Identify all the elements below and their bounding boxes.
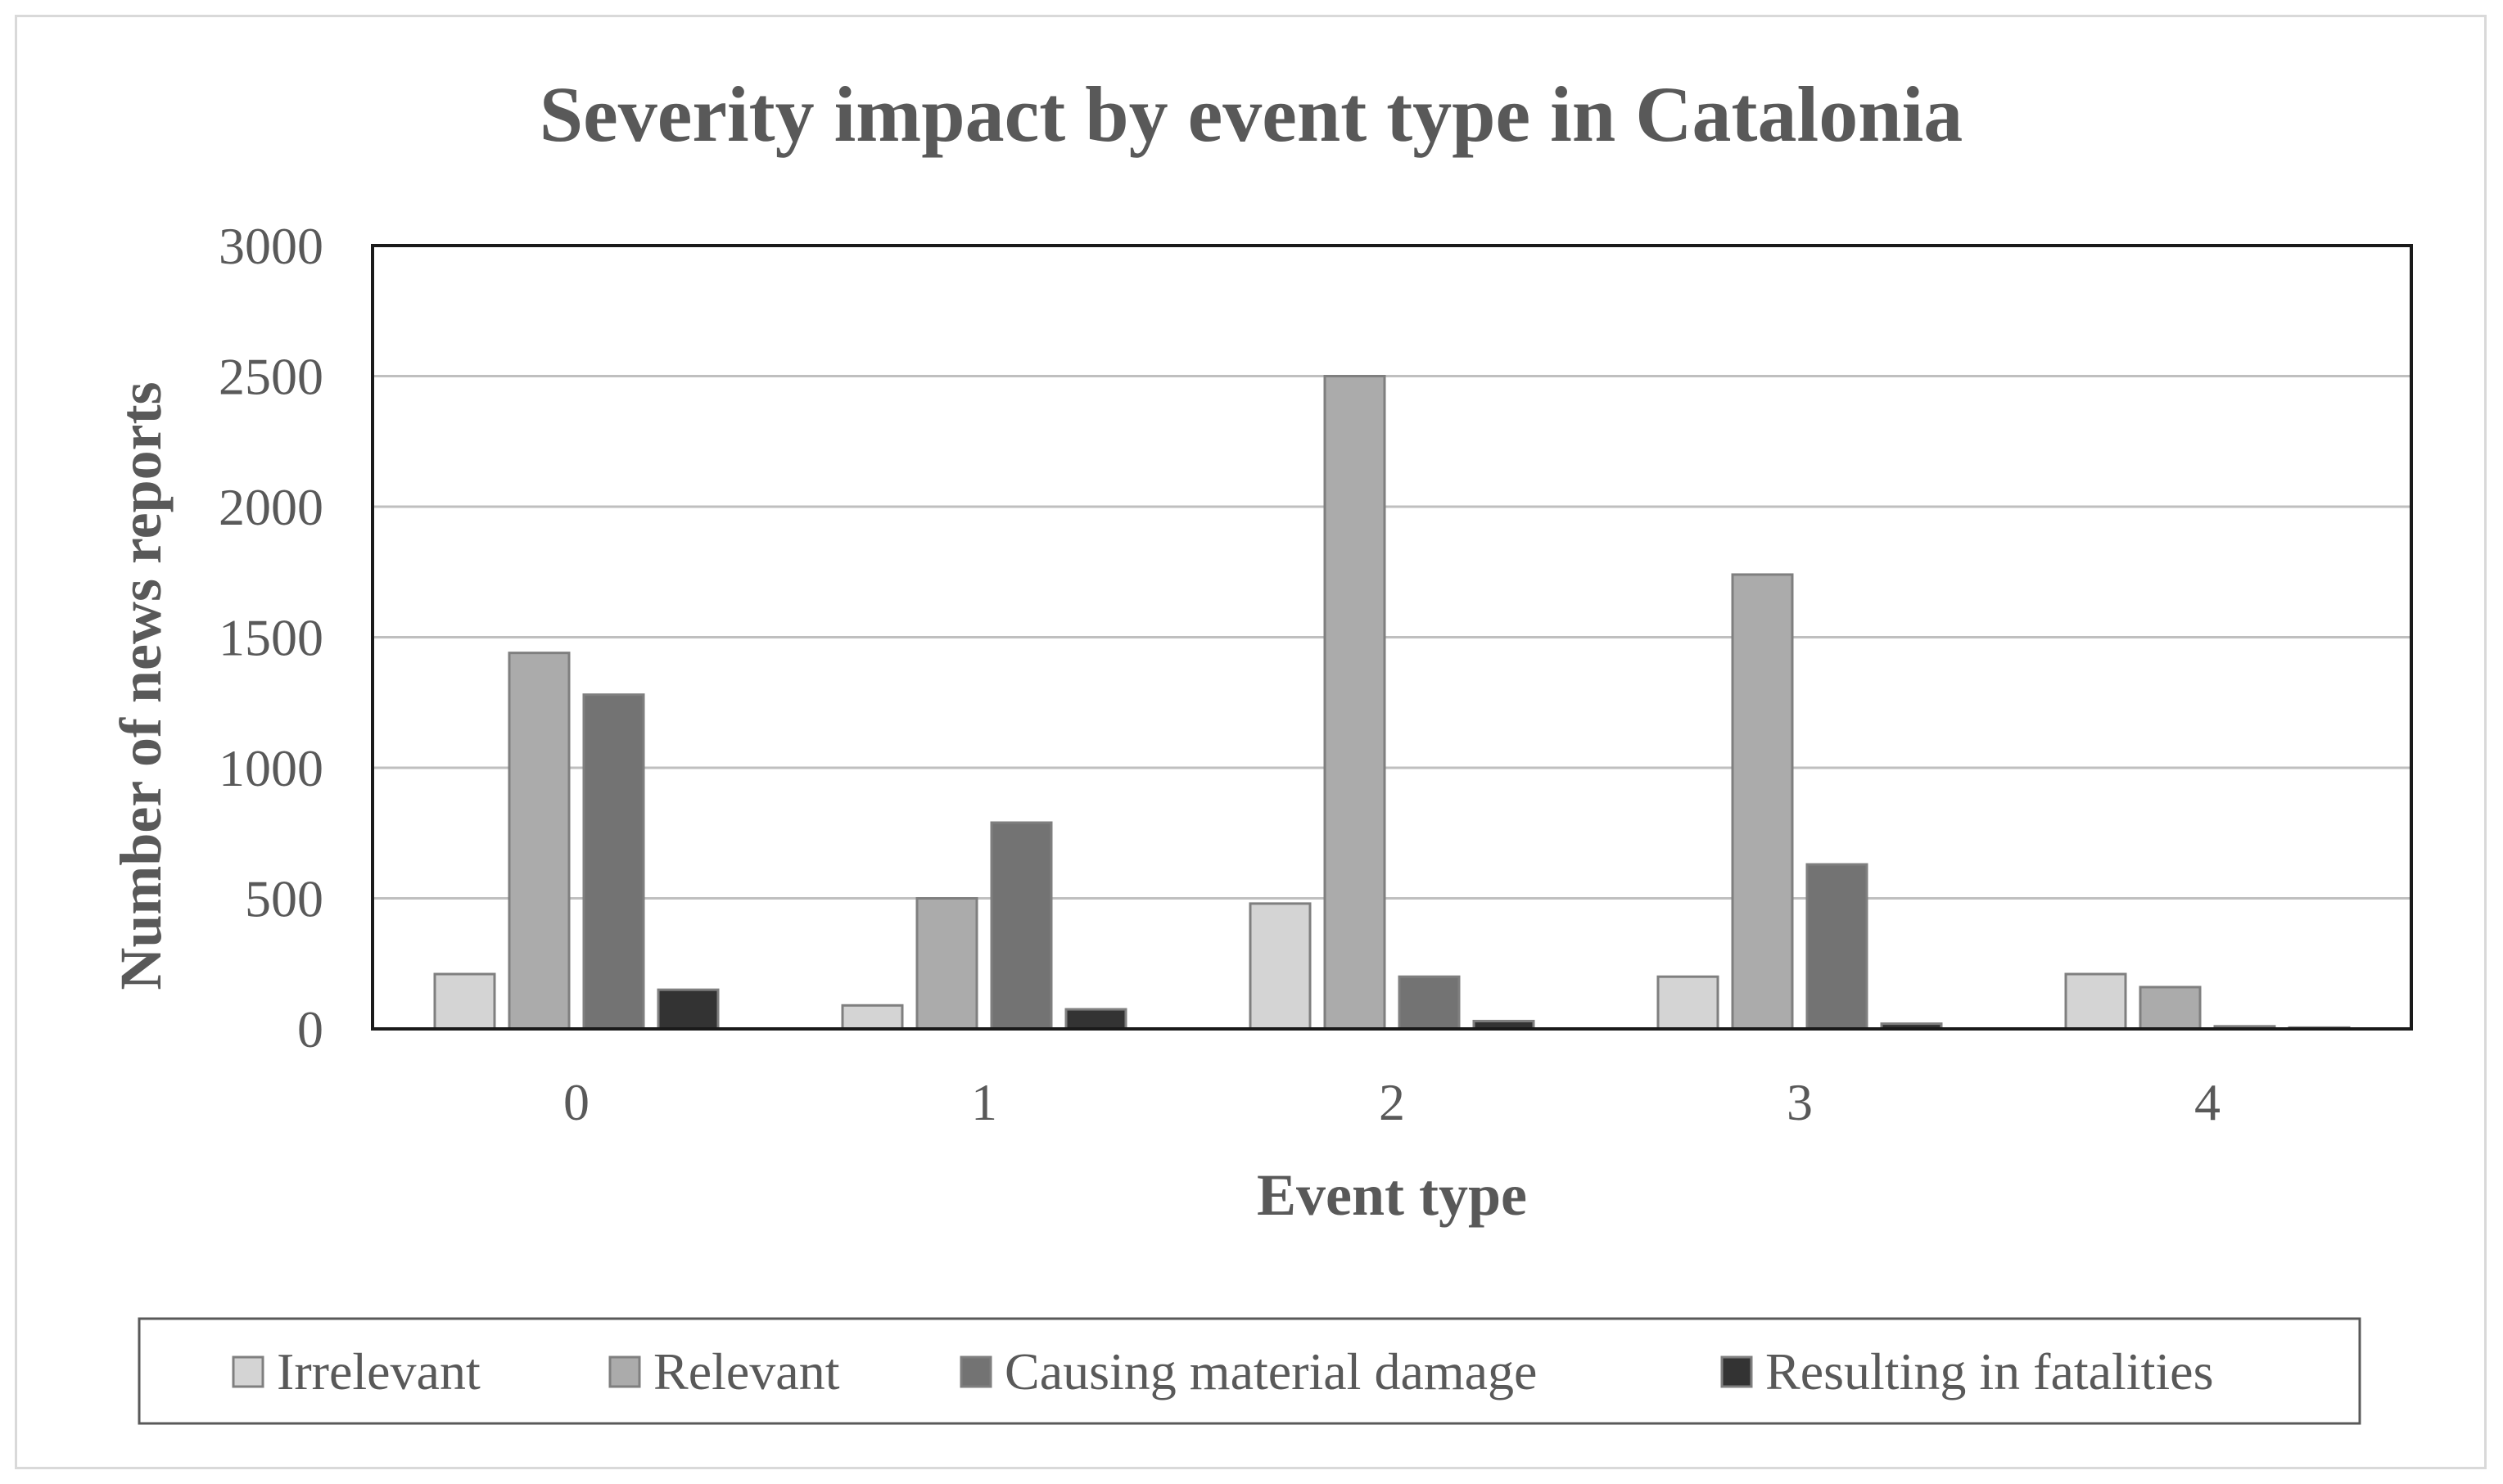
bar-relevant-4 [2139, 986, 2202, 1031]
y-tick-label: 0 [297, 1000, 323, 1058]
x-axis-title: Event type [1257, 1162, 1527, 1228]
x-tick-label: 0 [563, 1073, 590, 1131]
y-tick-label: 2000 [219, 478, 323, 536]
bar-irrelevant-4 [2064, 972, 2127, 1031]
x-tick-label: 3 [1787, 1073, 1813, 1131]
bar-irrelevant-3 [1656, 975, 1719, 1031]
y-tick-label: 500 [245, 870, 323, 928]
legend-item-relevant: Relevant [608, 1342, 840, 1401]
legend-label: Causing material damage [1005, 1342, 1537, 1401]
bar-relevant-3 [1731, 573, 1794, 1031]
y-axis-ticks: 0 500 1000 1500 2000 2500 3000 [219, 217, 323, 1058]
legend-box [138, 1317, 2361, 1425]
bar-relevant-1 [915, 897, 978, 1031]
y-tick-label: 1000 [219, 739, 323, 797]
legend-item-resulting-in-fatalities: Resulting in fatalities [1720, 1342, 2213, 1401]
bar-causing-material-damage-2 [1398, 975, 1461, 1031]
chart-frame [15, 15, 2487, 1469]
bar-causing-material-damage-3 [1805, 863, 1868, 1031]
y-tick-label: 1500 [219, 609, 323, 667]
bar-irrelevant-2 [1249, 902, 1312, 1031]
x-axis-ticks: 0 1 2 3 4 [563, 1073, 2221, 1131]
legend-swatch [960, 1355, 992, 1388]
bar-causing-material-damage-0 [582, 693, 645, 1031]
bar-resulting-in-fatalities-1 [1064, 1008, 1127, 1031]
x-tick-label: 4 [2194, 1073, 2221, 1131]
bar-irrelevant-1 [841, 1004, 904, 1031]
legend-item-causing-material-damage: Causing material damage [960, 1342, 1537, 1401]
legend-item-irrelevant: Irrelevant [232, 1342, 481, 1401]
y-tick-label: 2500 [219, 348, 323, 406]
bar-irrelevant-0 [433, 972, 496, 1031]
bar-resulting-in-fatalities-0 [657, 988, 720, 1031]
bars [433, 375, 2351, 1031]
gridlines [373, 375, 2411, 900]
x-tick-label: 2 [1379, 1073, 1405, 1131]
legend-swatch [1720, 1355, 1753, 1388]
legend-swatch [232, 1355, 264, 1388]
bar-relevant-2 [1323, 375, 1386, 1031]
chart-title: Severity impact by event type in Catalon… [540, 70, 1963, 158]
y-tick-label: 3000 [219, 217, 323, 275]
legend: Irrelevant Relevant Causing material damag… [232, 1342, 2213, 1401]
legend-label: Resulting in fatalities [1765, 1342, 2213, 1401]
bar-causing-material-damage-1 [990, 821, 1053, 1031]
y-axis-title: Number of news reports [108, 381, 174, 990]
legend-swatch [608, 1355, 641, 1388]
bar-relevant-0 [508, 652, 571, 1031]
legend-label: Irrelevant [277, 1342, 481, 1401]
legend-label: Relevant [653, 1342, 840, 1401]
x-tick-label: 1 [971, 1073, 997, 1131]
plot-area [371, 244, 2413, 1031]
